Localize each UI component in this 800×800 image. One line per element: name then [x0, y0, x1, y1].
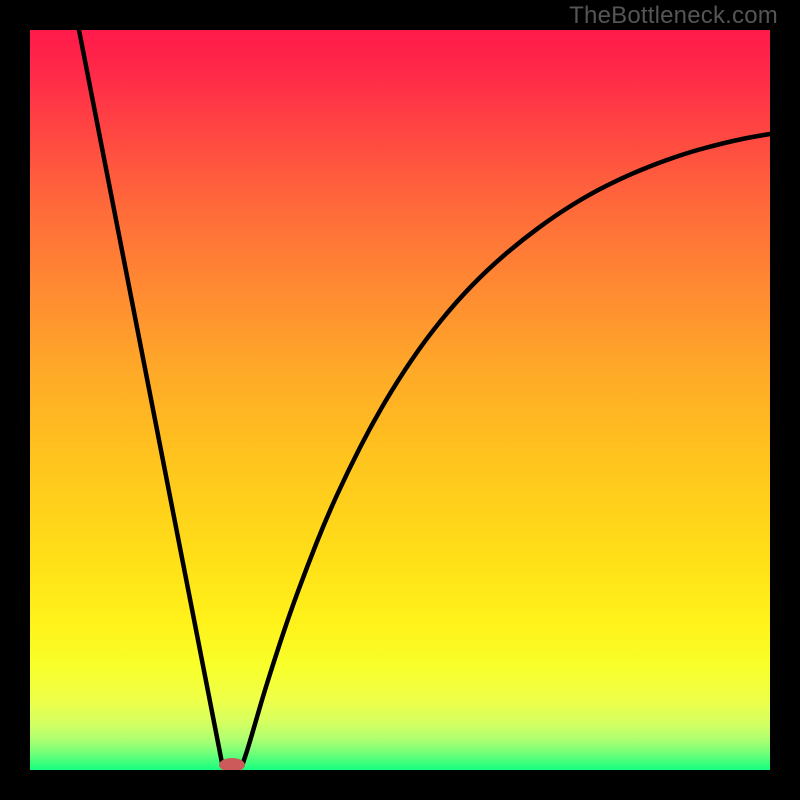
bottleneck-chart — [0, 0, 800, 800]
watermark-text: TheBottleneck.com — [569, 2, 778, 30]
chart-frame: TheBottleneck.com — [0, 0, 800, 800]
